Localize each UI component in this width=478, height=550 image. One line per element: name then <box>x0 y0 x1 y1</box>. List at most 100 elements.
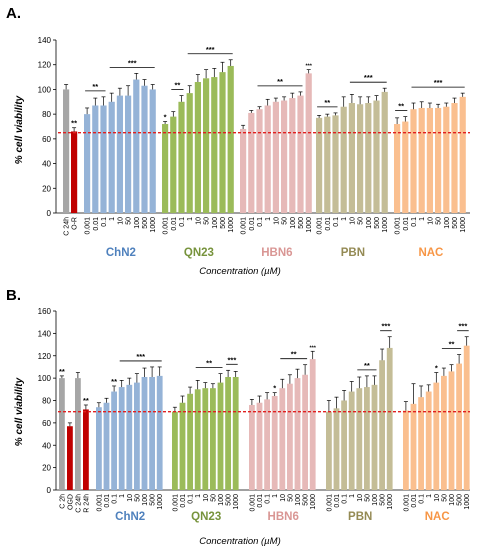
panel-a-x-axis-title: Concentration (µM) <box>199 266 281 277</box>
panel-b-group-label-nac: NAC <box>425 511 450 523</box>
panel-a-bar-pbn-0 <box>316 117 323 213</box>
panel-a-bar-chn2-3 <box>108 101 115 213</box>
panel-a-bar-chn2-0 <box>84 114 91 213</box>
panel-b-x-axis-title: Concentration (µM) <box>199 536 281 547</box>
panel-a-bar-chn2-4 <box>116 95 123 213</box>
panel-b-bar-nac-7 <box>456 363 462 490</box>
panel-a-y-tick-label: 20 <box>42 184 51 193</box>
panel-b-bar-qn23-3 <box>194 389 201 490</box>
panel-b: B. % cell viability Concentration (µM) 0… <box>6 287 471 547</box>
panel-a-y-tick-label: 40 <box>42 160 51 169</box>
panel-a-hbn6-concentration-label: 50 <box>282 217 289 225</box>
panel-a-qn23-bracket-stars-0: ** <box>174 81 180 90</box>
panel-b-nac-concentration-label: 10 <box>434 494 441 502</box>
panel-a-qn23-concentration-label: 0.01 <box>171 217 178 231</box>
panel-b-hbn6-concentration-label: 0.001 <box>249 494 256 512</box>
panel-a-control-label-0: C 24h <box>64 217 71 236</box>
panel-a-hbn6-concentration-label: 10 <box>273 217 280 225</box>
panel-a-chn2-concentration-label: 500 <box>142 217 149 229</box>
panel-a: A. % cell viability Concentration (µM) 0… <box>6 5 470 277</box>
panel-b-chn2-concentration-label: 0.001 <box>96 494 103 512</box>
panel-b-y-tick-label: 20 <box>42 464 51 473</box>
panel-b-pbn-concentration-label: 0.001 <box>326 494 333 512</box>
panel-a-bar-qn23-0 <box>162 124 169 213</box>
panel-a-qn23-bar-stars-0: * <box>164 113 167 122</box>
panel-a-nac-concentration-label: 500 <box>452 217 459 229</box>
panel-b-nac-concentration-label: 0.01 <box>411 494 418 508</box>
panel-a-bar-chn2-6 <box>133 79 140 214</box>
panel-a-bar-pbn-1 <box>324 116 331 213</box>
panel-b-y-axis-title: % cell viability <box>14 377 25 446</box>
panel-a-hbn6-bracket-stars-0: ** <box>277 77 283 86</box>
panel-b-chn2-concentration-label: 10 <box>127 494 134 502</box>
panel-b-bar-pbn-7 <box>379 360 385 490</box>
panel-b-qn23-concentration-label: 100 <box>218 494 225 506</box>
panel-b-bar-pbn-6 <box>371 384 378 490</box>
panel-b-bar-hbn6-1 <box>256 402 263 490</box>
panel-b-control-label-3: R 24h <box>83 494 90 513</box>
panel-a-hbn6-concentration-label: 1 <box>265 217 272 221</box>
panel-a-bar-hbn6-7 <box>297 95 304 213</box>
panel-b-hbn6-concentration-label: 1000 <box>310 494 317 510</box>
panel-b-bar-qn23-0 <box>172 411 178 490</box>
panel-a-chn2-concentration-label: 0.01 <box>93 217 100 231</box>
panel-a-bar-pbn-8 <box>381 91 388 213</box>
panel-b-nac-concentration-label: 100 <box>449 494 456 506</box>
panel-b-chn2-concentration-label: 100 <box>142 494 149 506</box>
panel-b-pbn-concentration-label: 1000 <box>387 494 394 510</box>
panel-b-bar-hbn6-4 <box>279 388 286 490</box>
panel-a-bar-nac-0 <box>394 124 401 213</box>
panel-a-bar-chn2-2 <box>100 105 107 213</box>
panel-a-bar-pbn-7 <box>373 100 380 213</box>
panel-a-pbn-concentration-label: 50 <box>358 217 365 225</box>
panel-b-control-label-1: OGD <box>67 494 74 510</box>
panel-b-bar-hbn6-5 <box>287 383 293 490</box>
panel-a-nac-bracket-stars-1: *** <box>434 78 443 87</box>
panel-b-y-tick-label: 120 <box>38 352 52 361</box>
panel-a-nac-concentration-label: 10 <box>427 217 434 225</box>
panel-b-bar-chn2-7 <box>149 377 155 490</box>
panel-b-bar-qn23-5 <box>210 388 216 490</box>
panel-b-qn23-concentration-label: 10 <box>203 494 210 502</box>
panel-b-y-tick-label: 100 <box>38 374 52 383</box>
panel-b-bar-hbn6-7 <box>302 374 308 490</box>
panel-b-bar-pbn-3 <box>348 391 355 490</box>
panel-a-pbn-bracket-stars-0: ** <box>324 98 330 107</box>
panel-b-pbn-bracket-stars-1: *** <box>382 322 391 331</box>
panel-a-pbn-concentration-label: 100 <box>366 217 373 229</box>
panel-a-bar-hbn6-6 <box>289 98 296 213</box>
panel-b-bar-pbn-1 <box>333 408 340 490</box>
panel-a-chn2-concentration-label: 100 <box>134 217 141 229</box>
panel-a-qn23-concentration-label: 100 <box>212 217 219 229</box>
panel-a-pbn-concentration-label: 0.1 <box>333 217 340 227</box>
panel-b-hbn6-bar-stars-1: *** <box>309 345 316 351</box>
panel-b-y-tick-label: 60 <box>42 419 51 428</box>
panel-a-bar-pbn-3 <box>340 106 347 213</box>
panel-b-letter: B. <box>6 287 21 304</box>
panel-b-bar-chn2-0 <box>96 407 102 490</box>
panel-a-chn2-concentration-label: 1000 <box>150 217 157 233</box>
panel-b-bar-chn2-4 <box>126 384 133 490</box>
panel-a-hbn6-concentration-label: 0.1 <box>257 217 264 227</box>
panel-a-bar-hbn6-0 <box>240 128 247 213</box>
panel-b-y-tick-label: 160 <box>38 307 52 316</box>
panel-b-group-label-hbn6: HBN6 <box>268 511 299 523</box>
panel-b-chn2-concentration-label: 50 <box>134 494 141 502</box>
panel-a-y-tick-label: 60 <box>42 135 51 144</box>
panel-b-bar-hbn6-3 <box>271 396 278 490</box>
panel-b-bar-nac-0 <box>403 410 409 490</box>
panel-a-bar-hbn6-8 <box>305 73 312 213</box>
panel-a-bar-qn23-6 <box>211 77 218 213</box>
panel-a-hbn6-concentration-label: 500 <box>298 217 305 229</box>
panel-a-pbn-bracket-stars-1: *** <box>364 73 373 82</box>
panel-a-y-tick-label: 100 <box>38 85 52 94</box>
panel-b-chn2-bracket-stars-0: *** <box>136 352 145 361</box>
panel-b-y-tick-label: 140 <box>38 329 52 338</box>
panel-a-nac-concentration-label: 1000 <box>460 217 467 233</box>
panel-b-bar-chn2-1 <box>103 402 110 490</box>
panel-b-bar-control-0 <box>59 378 65 490</box>
panel-a-group-label-pbn: PBN <box>341 247 365 259</box>
panel-a-group-label-chn2: ChN2 <box>106 247 136 259</box>
panel-a-chn2-concentration-label: 50 <box>126 217 133 225</box>
panel-a-bar-control-1 <box>71 131 78 213</box>
